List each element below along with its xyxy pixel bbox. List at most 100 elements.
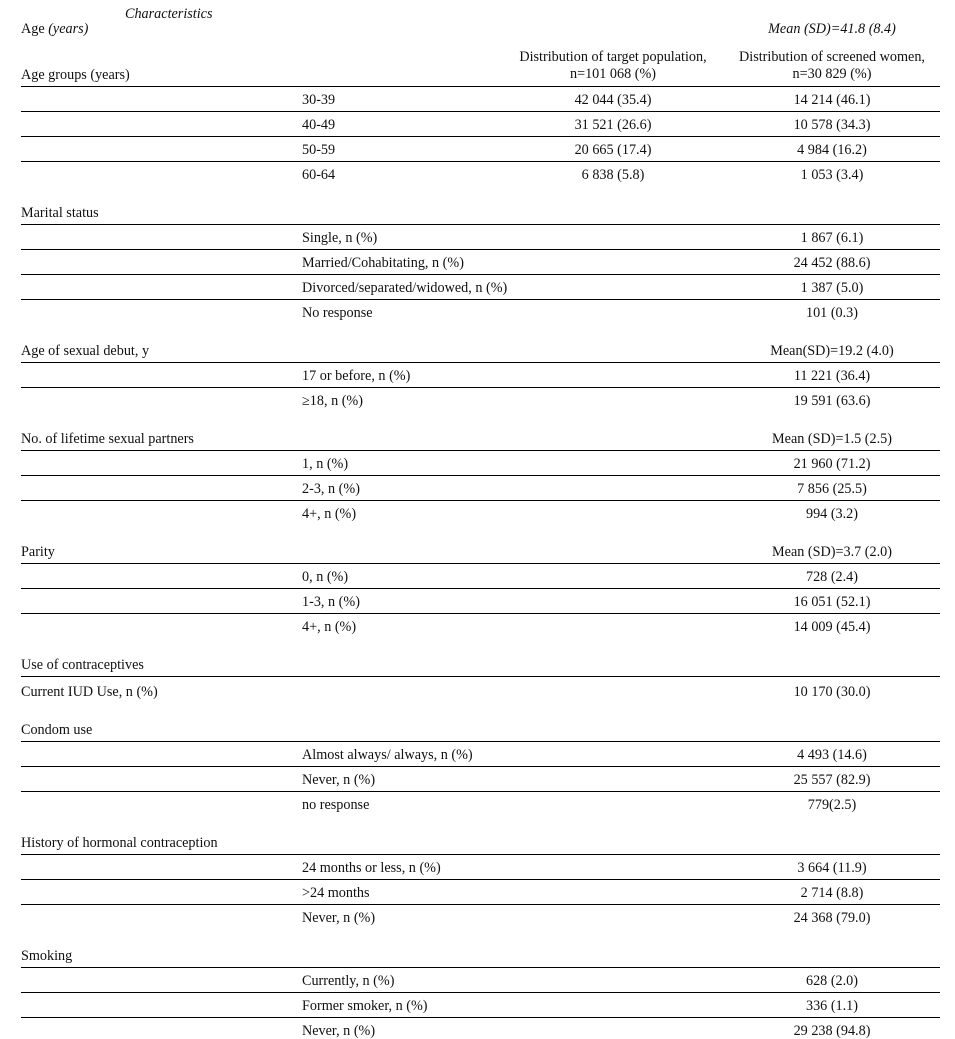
- row-target-value: [502, 249, 724, 275]
- row-label: 4+, n (%): [302, 505, 357, 522]
- spacer-row: [21, 324, 940, 338]
- section-label-age-sexual-debut: Age of sexual debut, y: [21, 337, 302, 363]
- row-screened-value: 24 452 (88.6): [724, 249, 940, 275]
- row-target-value: [502, 613, 724, 638]
- subsection-row-hormonal-contraception: History of hormonal contraception: [21, 829, 940, 855]
- row-screened-value: 1 053 (3.4): [800, 166, 864, 183]
- row-screened-value: 1 867 (6.1): [724, 224, 940, 250]
- row-screened-value: 29 238 (94.8): [724, 1017, 940, 1039]
- subsection-label-condom-use: Condom use: [21, 716, 302, 742]
- row-screened-value: 10 578 (34.3): [724, 111, 940, 137]
- table-row: 1, n (%) 21 960 (71.2): [21, 450, 940, 476]
- subsection-value-current-iud: 10 170 (30.0): [793, 683, 871, 700]
- section-label-age-italic: (years): [44, 21, 89, 38]
- row-target-value: [502, 791, 724, 816]
- table-row: 30-39 42 044 (35.4) 14 214 (46.1): [21, 86, 940, 112]
- table-row: 50-59 20 665 (17.4) 4 984 (16.2): [21, 136, 940, 162]
- row-label: Never, n (%): [302, 1017, 502, 1039]
- row-label: Currently, n (%): [302, 967, 502, 993]
- row-screened-value: 336 (1.1): [724, 992, 940, 1018]
- row-screened-value: 994 (3.2): [805, 505, 858, 522]
- spacer-row: [21, 816, 940, 830]
- row-screened-value: 16 051 (52.1): [724, 588, 940, 614]
- row-label: ≥18, n (%): [302, 392, 363, 409]
- row-target-value: [502, 563, 724, 589]
- column-header-screened-line2: n=30 829 (%): [792, 65, 872, 82]
- row-screened-value: 628 (2.0): [724, 967, 940, 993]
- row-label: 30-39: [302, 86, 502, 112]
- spacer-row: [21, 0, 940, 14]
- section-row-marital-status: Marital status: [21, 199, 940, 225]
- section-summary-age-sexual-debut: Mean(SD)=19.2 (4.0): [724, 337, 940, 363]
- section-label-age-roman: Age: [21, 21, 45, 38]
- row-label: 1-3, n (%): [302, 588, 502, 614]
- row-label: >24 months: [302, 879, 502, 905]
- row-target-value: [502, 1017, 724, 1039]
- table-row: Almost always/ always, n (%) 4 493 (14.6…: [21, 741, 940, 767]
- spacer-row: [21, 412, 940, 426]
- table-row: 1-3, n (%) 16 051 (52.1): [21, 588, 940, 614]
- row-target-value: [502, 766, 724, 792]
- table-row: 4+, n (%) 994 (3.2): [21, 500, 940, 525]
- table-row: Former smoker, n (%) 336 (1.1): [21, 992, 940, 1018]
- row-label: Single, n (%): [302, 224, 502, 250]
- row-target-value: [502, 588, 724, 614]
- table-row: Divorced/separated/widowed, n (%) 1 387 …: [21, 274, 940, 300]
- characteristics-table: Age (years) Mean (SD)=41.8 (8.4) Age gro…: [21, 0, 940, 1039]
- row-target-value: [502, 362, 724, 388]
- row-screened-value: 4 493 (14.6): [724, 741, 940, 767]
- spacer-row: [21, 40, 940, 49]
- spacer-row: [21, 186, 940, 200]
- row-target-value: [502, 992, 724, 1018]
- subsection-label-smoking: Smoking: [21, 942, 302, 968]
- row-label: No response: [302, 304, 373, 321]
- table-row: no response 779(2.5): [21, 791, 940, 816]
- row-label: 17 or before, n (%): [302, 362, 502, 388]
- row-screened-value: 101 (0.3): [805, 304, 858, 321]
- row-screened-value: 2 714 (8.8): [724, 879, 940, 905]
- column-header-target-line1: Distribution of target population,: [519, 49, 707, 65]
- section-row-parity: Parity Mean (SD)=3.7 (2.0): [21, 538, 940, 564]
- row-target-value: [502, 904, 724, 929]
- table-row: 4+, n (%) 14 009 (45.4): [21, 613, 940, 638]
- row-label: Divorced/separated/widowed, n (%): [302, 274, 507, 300]
- table-row: Currently, n (%) 628 (2.0): [21, 967, 940, 993]
- table-row: Married/Cohabitating, n (%) 24 452 (88.6…: [21, 249, 940, 275]
- section-summary-parity: Mean (SD)=3.7 (2.0): [724, 538, 940, 564]
- row-target-value: 31 521 (26.6): [502, 111, 724, 137]
- row-target-value: [502, 854, 724, 880]
- row-target-value: [502, 450, 724, 476]
- row-label: 24 months or less, n (%): [302, 854, 502, 880]
- column-header-screened-line1: Distribution of screened women,: [739, 49, 925, 65]
- spacer-row: [21, 703, 940, 717]
- row-label: no response: [302, 796, 370, 813]
- subsection-row-current-iud: Current IUD Use, n (%) 10 170 (30.0): [21, 676, 940, 703]
- subsection-row-smoking: Smoking: [21, 942, 940, 968]
- row-label: 40-49: [302, 111, 502, 137]
- spacer-row: [21, 638, 940, 652]
- row-screened-value: 779(2.5): [807, 796, 857, 813]
- table-row: Single, n (%) 1 867 (6.1): [21, 224, 940, 250]
- row-screened-value: 14 214 (46.1): [724, 86, 940, 112]
- row-label: 60-64: [302, 166, 336, 183]
- row-label: Never, n (%): [302, 766, 502, 792]
- row-target-value: [502, 967, 724, 993]
- row-label: Former smoker, n (%): [302, 992, 502, 1018]
- row-target-value: [502, 500, 724, 525]
- row-screened-value: 3 664 (11.9): [724, 854, 940, 880]
- row-screened-value: 728 (2.4): [724, 563, 940, 589]
- row-target-value: [502, 274, 724, 300]
- row-screened-value: 11 221 (36.4): [724, 362, 940, 388]
- row-label: 1, n (%): [302, 450, 502, 476]
- row-label: 4+, n (%): [302, 618, 357, 635]
- row-screened-value: 14 009 (45.4): [793, 618, 871, 635]
- section-row-age: Age (years) Mean (SD)=41.8 (8.4): [21, 14, 940, 40]
- row-target-value: [502, 224, 724, 250]
- section-row-age-sexual-debut: Age of sexual debut, y Mean(SD)=19.2 (4.…: [21, 337, 940, 363]
- row-target-value: 42 044 (35.4): [502, 86, 724, 112]
- row-screened-value: 4 984 (16.2): [724, 136, 940, 162]
- column-header-row: Age groups (years) Distribution of targe…: [21, 49, 940, 87]
- section-summary-age: Mean (SD)=41.8 (8.4): [768, 21, 896, 38]
- table-row: No response 101 (0.3): [21, 299, 940, 324]
- table-row: 24 months or less, n (%) 3 664 (11.9): [21, 854, 940, 880]
